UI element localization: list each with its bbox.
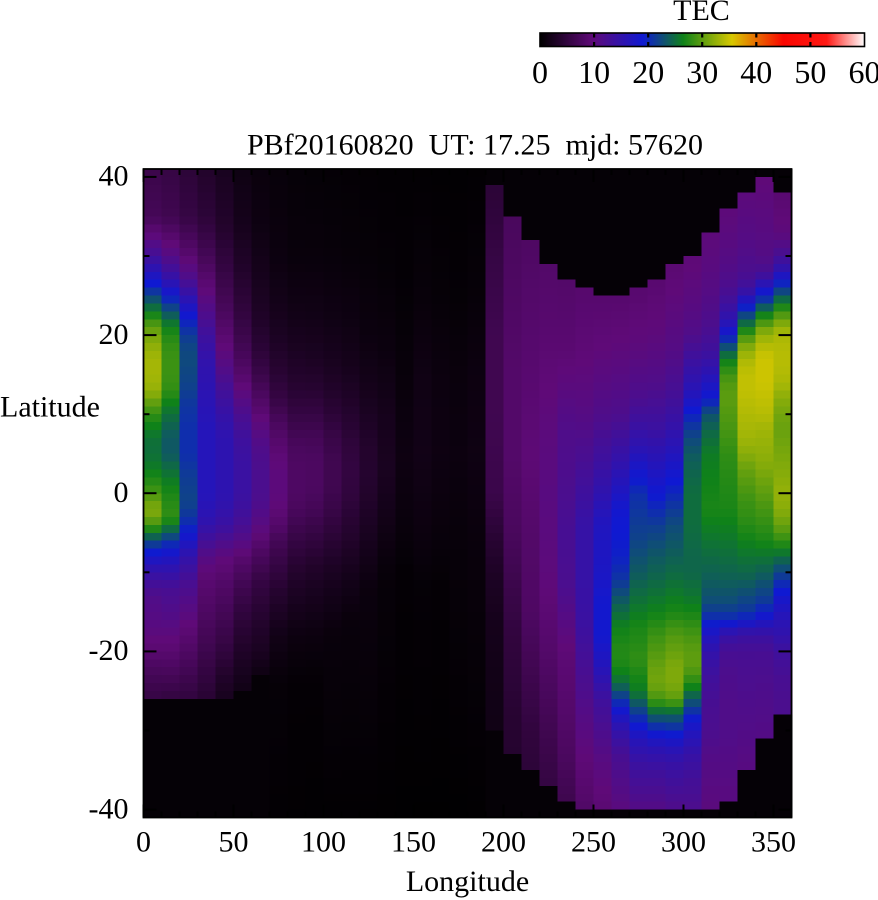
- svg-text:200: 200: [481, 826, 526, 859]
- svg-text:-40: -40: [89, 792, 129, 825]
- svg-text:30: 30: [686, 54, 718, 90]
- svg-text:250: 250: [571, 826, 616, 859]
- svg-text:50: 50: [794, 54, 826, 90]
- svg-text:50: 50: [219, 826, 249, 859]
- svg-text:-20: -20: [89, 634, 129, 667]
- svg-text:PBf20160820 UT: 17.25 mjd: 5: PBf20160820 UT: 17.25 mjd: 57620: [247, 129, 703, 162]
- svg-text:TEC: TEC: [673, 0, 730, 27]
- svg-text:40: 40: [99, 160, 129, 193]
- svg-text:100: 100: [301, 826, 346, 859]
- svg-text:0: 0: [136, 826, 151, 859]
- svg-text:Longitude: Longitude: [406, 865, 529, 898]
- svg-text:20: 20: [99, 318, 129, 351]
- svg-text:150: 150: [391, 826, 436, 859]
- svg-text:300: 300: [661, 826, 706, 859]
- svg-text:350: 350: [751, 826, 796, 859]
- svg-text:10: 10: [578, 54, 610, 90]
- svg-text:0: 0: [532, 54, 548, 90]
- svg-text:0: 0: [114, 476, 129, 509]
- svg-text:Latitude: Latitude: [0, 391, 100, 424]
- svg-text:40: 40: [740, 54, 772, 90]
- svg-text:20: 20: [632, 54, 664, 90]
- svg-text:60: 60: [849, 54, 878, 90]
